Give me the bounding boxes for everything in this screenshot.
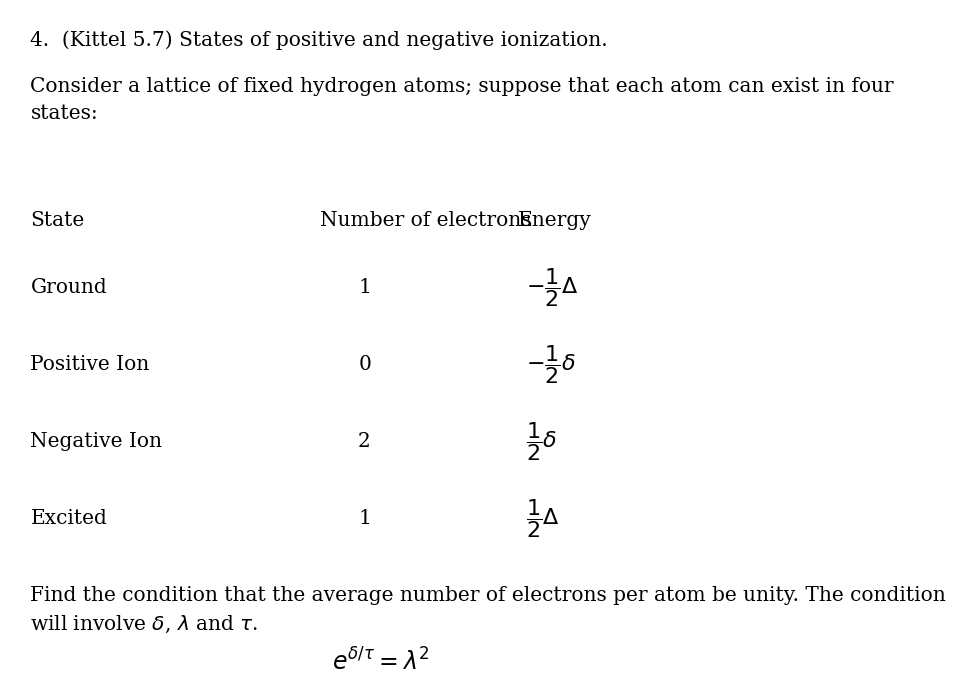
Text: State: State	[31, 211, 85, 230]
Text: will involve $\delta$, $\lambda$ and $\tau$.: will involve $\delta$, $\lambda$ and $\t…	[31, 614, 259, 635]
Text: 4.  (Kittel 5.7) States of positive and negative ionization.: 4. (Kittel 5.7) States of positive and n…	[31, 30, 607, 50]
Text: 2: 2	[357, 432, 371, 452]
Text: $-\dfrac{1}{2}\Delta$: $-\dfrac{1}{2}\Delta$	[526, 267, 578, 309]
Text: $\dfrac{1}{2}\delta$: $\dfrac{1}{2}\delta$	[526, 420, 556, 463]
Text: 0: 0	[357, 356, 371, 375]
Text: Energy: Energy	[518, 211, 591, 230]
Text: 1: 1	[357, 509, 371, 528]
Text: $\dfrac{1}{2}\Delta$: $\dfrac{1}{2}\Delta$	[526, 498, 559, 541]
Text: $-\dfrac{1}{2}\delta$: $-\dfrac{1}{2}\delta$	[526, 343, 576, 386]
Text: Number of electrons: Number of electrons	[320, 211, 531, 230]
Text: Ground: Ground	[31, 278, 107, 297]
Text: 1: 1	[357, 278, 371, 297]
Text: $e^{\delta/\tau} = \lambda^2$: $e^{\delta/\tau} = \lambda^2$	[332, 648, 430, 675]
Text: Excited: Excited	[31, 509, 108, 528]
Text: Consider a lattice of fixed hydrogen atoms; suppose that each atom can exist in : Consider a lattice of fixed hydrogen ato…	[31, 77, 893, 96]
Text: Negative Ion: Negative Ion	[31, 432, 162, 452]
Text: Find the condition that the average number of electrons per atom be unity. The c: Find the condition that the average numb…	[31, 586, 946, 605]
Text: states:: states:	[31, 104, 98, 123]
Text: Positive Ion: Positive Ion	[31, 356, 150, 375]
